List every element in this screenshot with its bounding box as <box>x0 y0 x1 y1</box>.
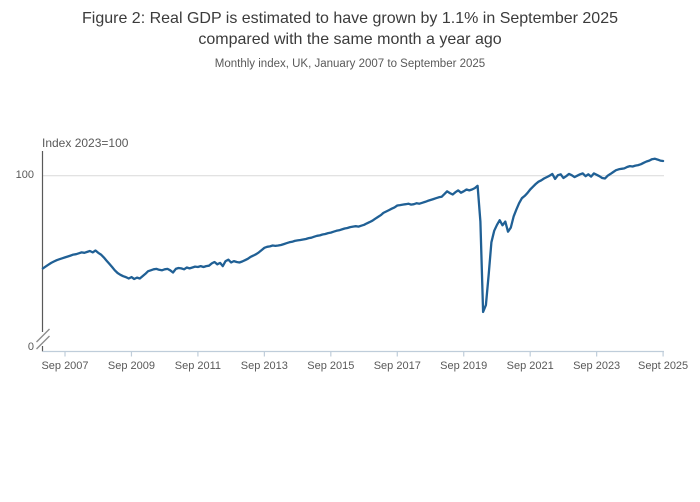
y-tick-label-100: 100 <box>15 169 34 181</box>
x-tick-label: Sep 2019 <box>440 360 488 372</box>
chart-title: Figure 2: Real GDP is estimated to have … <box>0 8 700 50</box>
chart-title-line1: Figure 2: Real GDP is estimated to have … <box>82 10 618 27</box>
x-tick-label: Sep 2007 <box>41 360 89 372</box>
x-tick-label: Sep 2013 <box>240 360 288 372</box>
x-tick-label: Sep 2009 <box>107 360 155 372</box>
y-tick-label-0: 0 <box>27 341 34 353</box>
x-tick-label: Sep 2023 <box>573 360 621 372</box>
axis-break-slash-2 <box>36 335 50 350</box>
y-axis-title: Index 2023=100 <box>42 136 129 150</box>
x-tick-label: Sep 2011 <box>174 360 222 372</box>
x-tick-label: Sep 2021 <box>506 360 554 372</box>
x-tick-label: Sep 2017 <box>373 360 421 372</box>
gdp-line-series <box>41 157 665 314</box>
x-tick-label: Sep 2015 <box>307 360 355 372</box>
chart-title-line2: compared with the same month a year ago <box>198 31 502 48</box>
chart-subtitle: Monthly index, UK, January 2007 to Septe… <box>214 58 486 70</box>
x-axis-ticks <box>64 351 664 357</box>
axis-break-slash-1 <box>36 328 50 343</box>
x-tick-label: Sept 2025 <box>638 360 689 372</box>
